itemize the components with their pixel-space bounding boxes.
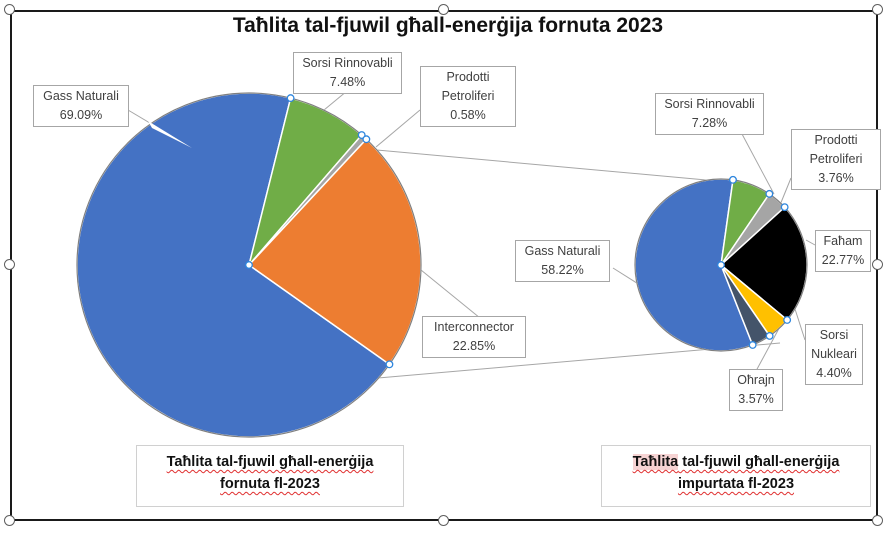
- data-point-handle: [362, 135, 371, 144]
- leader-petroleum-right: [779, 177, 792, 206]
- data-point-handle: [748, 341, 757, 349]
- resize-handle-bottom-right[interactable]: [872, 515, 883, 526]
- resize-handle-top-right[interactable]: [872, 4, 883, 15]
- selection-points: [245, 94, 792, 369]
- data-point-handle: [765, 189, 774, 198]
- label-faham-right: Faħam 22.77%: [815, 230, 871, 272]
- caption-right-line1: tal-fjuwil għall-enerġija: [678, 454, 840, 470]
- leader-nuclear-right: [794, 308, 806, 341]
- data-point-handle: [286, 94, 295, 103]
- label-sorsi-nukleari-right: Sorsi Nukleari 4.40%: [805, 324, 863, 385]
- data-point-handle: [765, 331, 774, 340]
- resize-handle-bottom-left[interactable]: [4, 515, 15, 526]
- label-sorsi-rinnovabli-right: Sorsi Rinnovabli 7.28%: [655, 93, 764, 135]
- caption-right-line2: impurtata fl-2023: [677, 476, 795, 492]
- resize-handle-middle-left[interactable]: [4, 259, 15, 270]
- caption-left-line1: Taħlita tal-fjuwil għall-enerġija: [166, 454, 374, 470]
- leader-interconnector-left: [420, 269, 481, 319]
- resize-handle-bottom-middle[interactable]: [438, 515, 449, 526]
- data-point-handle: [729, 175, 737, 184]
- chart-title: Taħlita tal-fjuwil għall-enerġija fornut…: [232, 14, 664, 37]
- leader-gas-right: [612, 267, 641, 286]
- pie-outline: [634, 178, 808, 352]
- resize-handle-top-left[interactable]: [4, 4, 15, 15]
- label-ohrajn-right: Oħrajn 3.57%: [729, 369, 783, 411]
- data-point-handle: [717, 261, 725, 269]
- resize-handle-middle-right[interactable]: [872, 259, 883, 270]
- label-interconnector-left: Interconnector 22.85%: [422, 316, 526, 358]
- leader-coal-right: [805, 239, 816, 246]
- leader-renewables-left: [323, 90, 348, 111]
- pie-outline: [76, 92, 422, 438]
- resize-handle-top-middle[interactable]: [438, 4, 449, 15]
- leader-petroleum-left: [375, 109, 421, 148]
- label-prodotti-petroliferi-right: Prodotti Petroliferi 3.76%: [791, 129, 881, 190]
- label-prodotti-petroliferi-left: Prodotti Petroliferi 0.58%: [420, 66, 516, 127]
- left-pie: [76, 92, 422, 438]
- connector-top: [376, 149, 751, 185]
- slice-notch: [148, 121, 192, 148]
- label-sorsi-rinnovabli-left: Sorsi Rinnovabli 7.48%: [293, 52, 402, 94]
- data-point-handle: [780, 203, 789, 212]
- caption-left: Taħlita tal-fjuwil għall-enerġija fornut…: [136, 445, 404, 507]
- data-point-handle: [385, 360, 394, 369]
- data-point-handle: [245, 261, 253, 269]
- label-gass-naturali-right: Gass Naturali 58.22%: [515, 240, 610, 282]
- leader-renewables-right: [741, 133, 775, 195]
- caption-right-highlight: Taħlita: [632, 454, 679, 470]
- caption-right: Taħlita tal-fjuwil għall-enerġija impurt…: [601, 445, 871, 507]
- caption-left-line2: fornuta fl-2023: [220, 476, 320, 492]
- data-point-handle: [783, 316, 792, 324]
- label-gas-naturali-left: Gass Naturali 69.09%: [33, 85, 129, 127]
